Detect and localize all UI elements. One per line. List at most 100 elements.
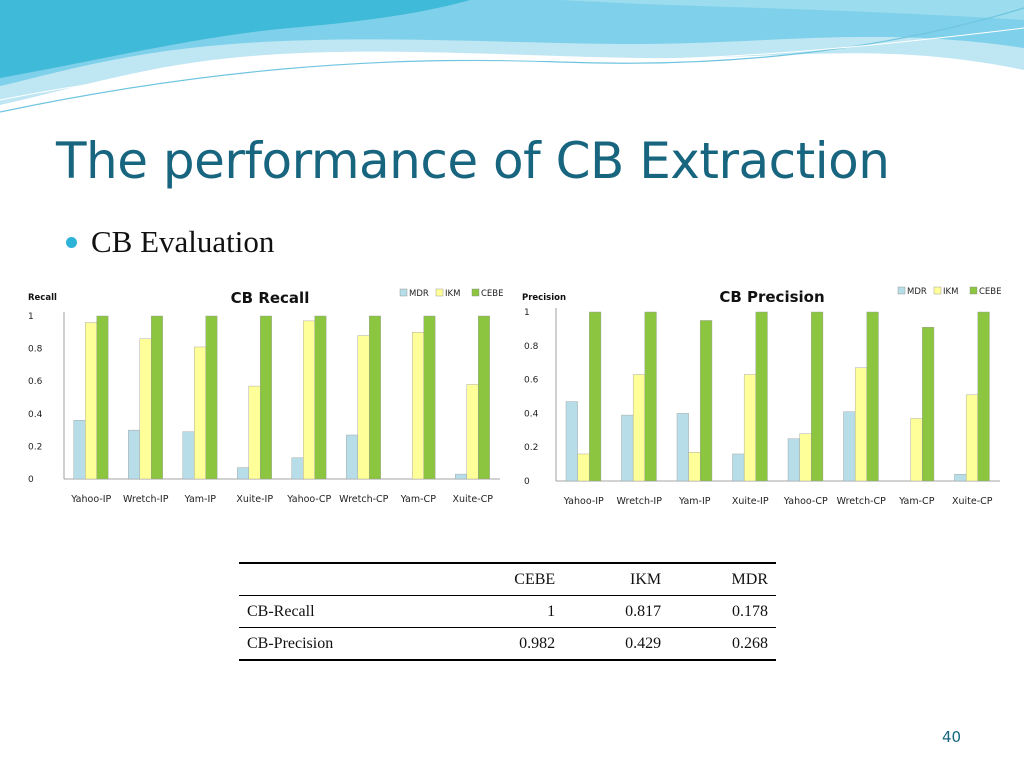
row-label: CB-Recall	[239, 595, 448, 628]
table-header-mdr: MDR	[669, 563, 776, 596]
bar-cebe	[977, 311, 990, 482]
y-axis-label: Precision	[522, 293, 566, 303]
bar-ikm	[466, 384, 479, 480]
x-category-label: Yam-IP	[183, 494, 216, 505]
x-category-label: Wretch-IP	[617, 496, 663, 507]
x-category-label: Yam-CP	[400, 494, 437, 505]
legend-label: CEBE	[979, 287, 1002, 297]
mdr-value: 0.268	[669, 627, 776, 661]
table-row: CB-Precision 0.982 0.429 0.268	[239, 627, 776, 661]
x-category-label: Yahoo-CP	[286, 494, 331, 505]
bar-cebe	[150, 315, 163, 480]
bar-cebe	[423, 315, 436, 480]
bullet-dot-icon	[66, 236, 77, 248]
x-category-label: Xuite-IP	[236, 494, 273, 505]
bar-cebe	[205, 315, 218, 480]
y-tick-label: 0	[28, 475, 34, 485]
x-category-label: Wretch-IP	[123, 494, 169, 505]
bullet-item: CB Evaluation	[66, 224, 274, 260]
bar-mdr	[732, 453, 745, 482]
bar-ikm	[303, 320, 315, 480]
cebe-value: 0.982	[447, 627, 564, 661]
legend-swatch	[435, 288, 444, 297]
legend-swatch	[933, 286, 942, 295]
x-category-label: Wretch-CP	[837, 496, 887, 507]
legend-swatch	[969, 286, 978, 295]
bar-ikm	[85, 322, 97, 480]
y-tick-label: 0.6	[28, 377, 43, 387]
precision-chart-svg: CB Precision Precision MDR IKM CEBE 0 0.2 0.4 0.…	[522, 286, 1002, 507]
slide-title: The performance of CB Extraction	[56, 132, 890, 190]
x-category-label: Xuite-CP	[952, 496, 993, 507]
table-header-cebe: CEBE	[447, 563, 564, 596]
x-category-label: Yahoo-IP	[70, 494, 111, 505]
y-tick-label: 0.2	[28, 442, 42, 452]
bar-ikm	[854, 367, 867, 482]
chart-title: CB Recall	[231, 289, 310, 307]
bar-cebe	[259, 315, 272, 480]
bar-mdr	[843, 411, 856, 482]
bar-ikm	[632, 374, 645, 482]
recall-chart: CB Recall Recall MDR IKM CEBE 0 0.2 0.4 0.6 0.8 1 Y…	[20, 283, 506, 511]
bar-mdr	[676, 413, 689, 482]
bar-ikm	[248, 385, 261, 480]
bar-cebe	[314, 315, 327, 480]
precision-chart: CB Precision Precision MDR IKM CEBE 0 0.2 0.4 0.…	[516, 280, 1006, 512]
bar-ikm	[412, 332, 424, 480]
bar-ikm	[357, 335, 370, 480]
bar-ikm	[799, 433, 812, 482]
bar-ikm	[743, 374, 757, 482]
y-tick-label: 0.2	[524, 443, 538, 453]
bar-cebe	[644, 311, 657, 482]
legend-label: IKM	[943, 287, 958, 297]
bar-cebe	[700, 320, 713, 482]
y-axis-label: Recall	[28, 293, 57, 303]
x-category-label: Yam-IP	[678, 496, 711, 507]
x-category-label: Xuite-CP	[452, 494, 493, 505]
y-tick-label: 1	[524, 308, 530, 318]
bar-mdr	[291, 457, 304, 480]
table-header-row: CEBE IKM MDR	[239, 563, 776, 596]
table-row: CB-Recall 1 0.817 0.178	[239, 595, 776, 628]
row-label: CB-Precision	[239, 627, 448, 661]
chart-title: CB Precision	[719, 288, 824, 306]
bar-cebe	[755, 311, 768, 482]
table-header-ikm: IKM	[563, 563, 670, 596]
bar-ikm	[965, 394, 978, 482]
legend-label: MDR	[907, 287, 927, 297]
mdr-value: 0.178	[669, 595, 776, 628]
y-tick-label: 0	[524, 477, 530, 487]
bullet-text: CB Evaluation	[91, 224, 275, 259]
bar-mdr	[787, 438, 800, 482]
x-category-label: Yahoo-CP	[783, 496, 828, 507]
bar-cebe	[369, 315, 381, 480]
legend-label: CEBE	[481, 289, 504, 299]
y-tick-label: 0.4	[28, 410, 43, 420]
bar-mdr	[128, 429, 140, 480]
x-category-label: Xuite-IP	[732, 496, 769, 507]
bar-ikm	[910, 418, 923, 482]
legend-label: IKM	[445, 289, 460, 299]
legend-swatch	[897, 286, 906, 295]
ikm-value: 0.817	[563, 595, 670, 628]
bar-cebe	[589, 311, 602, 482]
bar-mdr	[455, 473, 467, 480]
page-number: 40	[942, 728, 962, 746]
bar-mdr	[621, 414, 634, 482]
y-tick-label: 0.6	[524, 376, 539, 386]
y-tick-label: 0.4	[524, 409, 539, 419]
legend-swatch	[471, 288, 480, 297]
bar-mdr	[954, 474, 967, 482]
table-header-cell	[239, 563, 448, 596]
legend-label: MDR	[409, 289, 429, 299]
bar-mdr	[73, 420, 86, 480]
legend-swatch	[399, 288, 408, 297]
bar-ikm	[139, 338, 152, 480]
header-wave-decoration	[0, 0, 1024, 113]
x-category-label: Yam-CP	[898, 496, 935, 507]
y-tick-label: 0.8	[28, 345, 43, 355]
x-category-label: Yahoo-IP	[563, 496, 604, 507]
bar-cebe	[96, 315, 109, 480]
bar-mdr	[346, 434, 358, 480]
bar-mdr	[565, 401, 578, 482]
